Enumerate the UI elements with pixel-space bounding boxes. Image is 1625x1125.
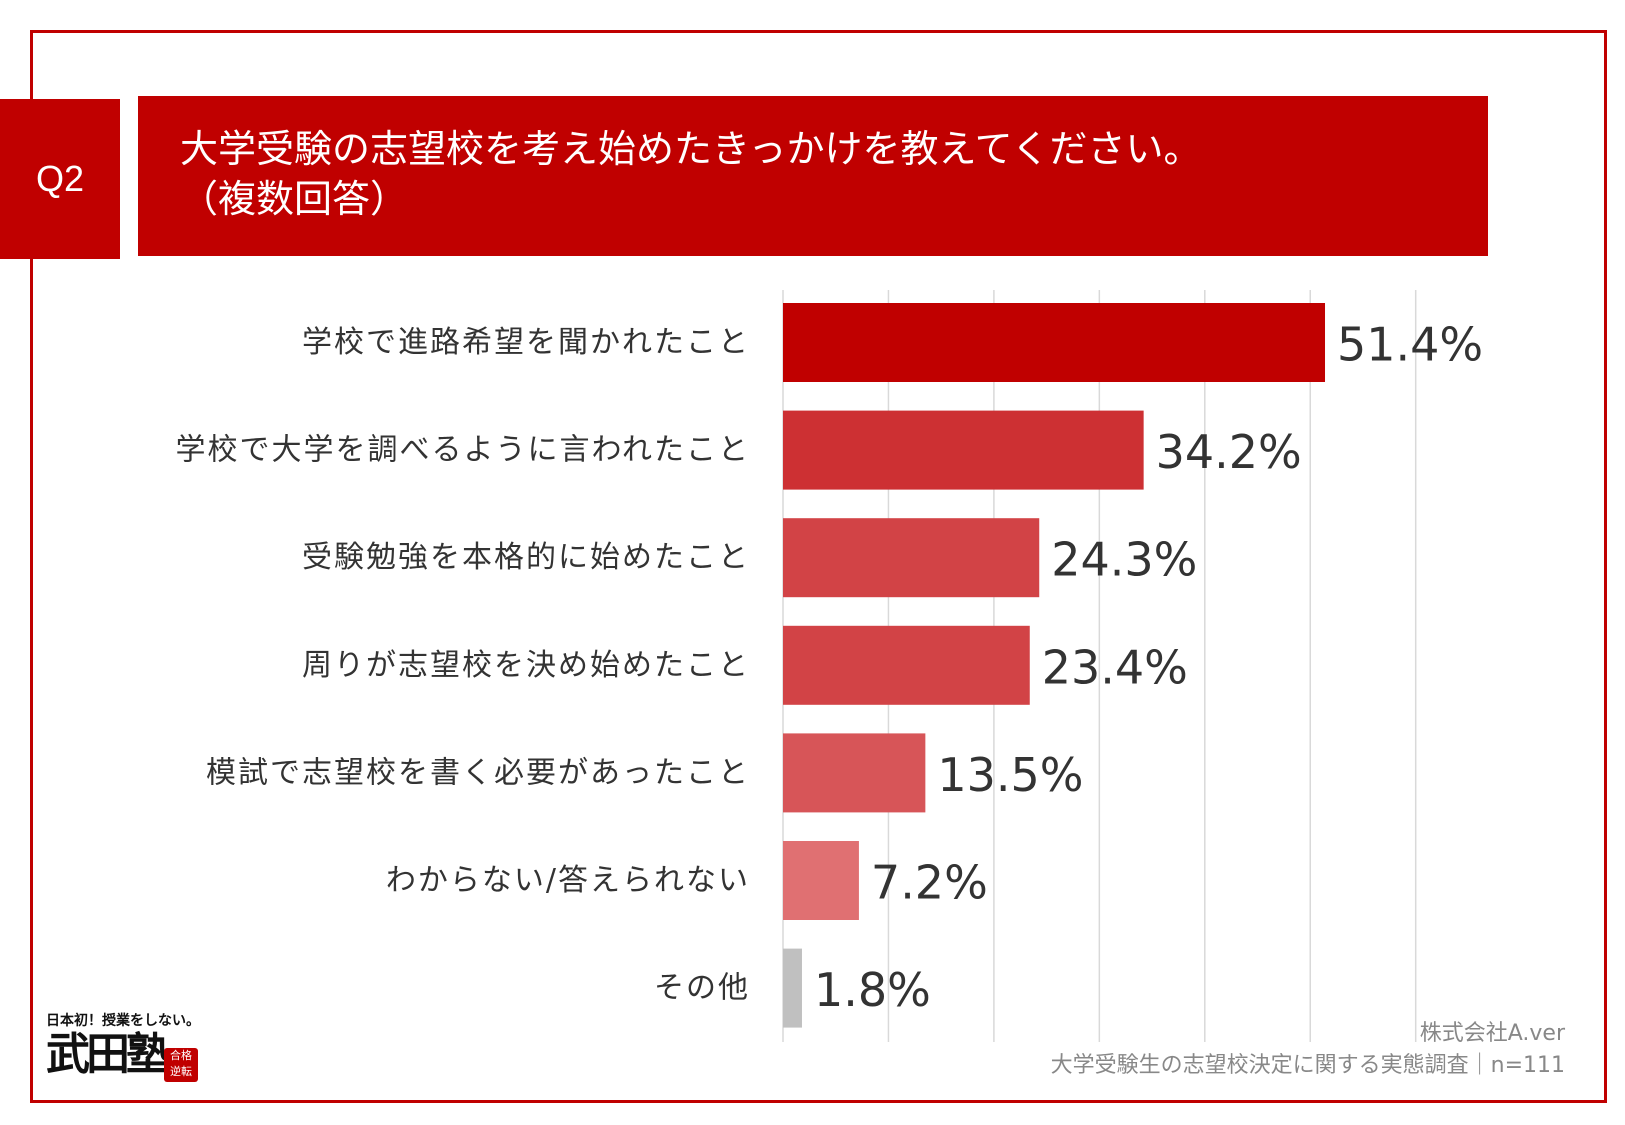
question-number-badge: Q2 <box>0 99 120 259</box>
value-label-7: 1.8% <box>814 963 931 1017</box>
logo-name: 武田塾 <box>46 1029 170 1080</box>
source-note: 株式会社A.ver 大学受験生の志望校決定に関する実態調査｜n=111 <box>1051 1018 1565 1082</box>
category-label-4: 周りが志望校を決め始めたこと <box>302 648 750 683</box>
category-label-3: 受験勉強を本格的に始めたこと <box>302 540 750 575</box>
chart-value-labels: 51.4% 34.2% 24.3% 23.4% 13.5% 7.2% 1.8% <box>814 318 1483 1018</box>
question-title-line2: （複数回答） <box>180 177 409 221</box>
value-label-1: 51.4% <box>1337 318 1483 372</box>
category-label-7: その他 <box>654 971 750 1006</box>
category-label-5: 模試で志望校を書く必要があったこと <box>206 755 750 790</box>
question-title-line1: 大学受験の志望校を考え始めたきっかけを教えてください。 <box>180 127 1202 171</box>
bar-3 <box>783 518 1040 598</box>
bar-2 <box>783 410 1144 490</box>
source-company: 株式会社A.ver <box>1419 1021 1565 1046</box>
category-label-2: 学校で大学を調べるように言われたこと <box>176 433 751 468</box>
bar-4 <box>783 625 1030 705</box>
value-label-4: 23.4% <box>1042 640 1188 694</box>
category-label-1: 学校で進路希望を聞かれたこと <box>302 325 750 360</box>
bar-5 <box>783 733 926 813</box>
bar-7 <box>783 948 802 1028</box>
value-label-3: 24.3% <box>1051 533 1197 587</box>
question-number: Q2 <box>35 158 85 199</box>
value-label-2: 34.2% <box>1156 425 1302 479</box>
bar-6 <box>783 841 859 920</box>
chart-category-labels: 学校で進路希望を聞かれたこと学校で大学を調べるように言われたこと受験勉強を本格的… <box>176 325 751 1006</box>
category-label-6: わからない/答えられない <box>386 863 750 898</box>
slide-frame <box>30 30 1607 1103</box>
value-label-6: 7.2% <box>871 856 988 910</box>
question-title-banner: 大学受験の志望校を考え始めたきっかけを教えてください。 （複数回答） <box>138 96 1488 256</box>
source-survey: 大学受験生の志望校決定に関する実態調査｜n=111 <box>1050 1053 1565 1078</box>
chart-bars <box>783 303 1326 1028</box>
logo-tagline: 日本初！授業をしない。 <box>46 1013 200 1029</box>
bar-1 <box>783 303 1326 382</box>
brand-logo: 日本初！授業をしない。 武田塾 合格 逆転 <box>46 1010 206 1090</box>
logo-stamp: 合格 逆転 <box>164 1048 198 1082</box>
value-label-5: 13.5% <box>937 748 1083 802</box>
